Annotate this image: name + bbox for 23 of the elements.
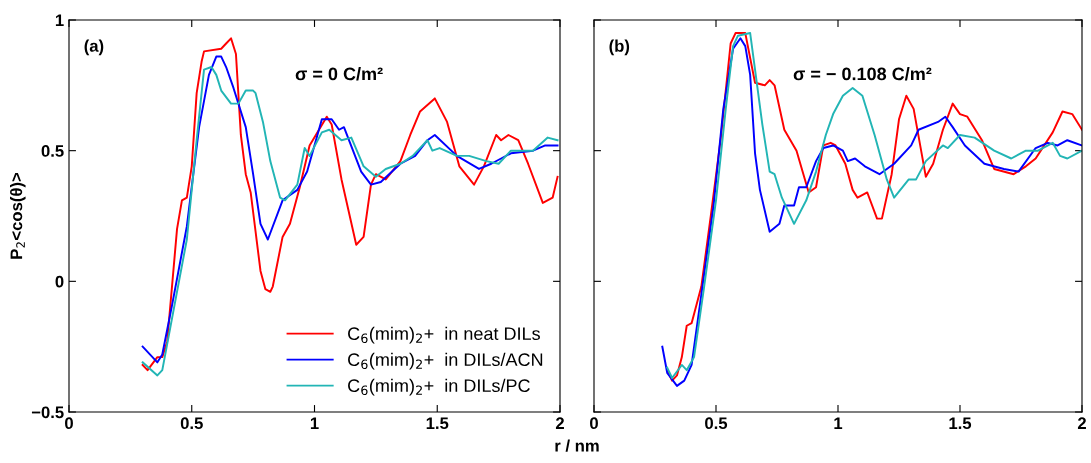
x-tick-label: 0 — [590, 417, 598, 430]
x-tick-label: 2 — [1077, 417, 1086, 429]
annotation: (a) — [84, 39, 104, 56]
x-tick-label: 1.5 — [949, 417, 972, 430]
y-tick-label: 0.5 — [41, 145, 64, 157]
y-tick-label: 0 — [55, 275, 64, 288]
y-axis-title: P$_{2}$<cos(θ)> — [10, 172, 26, 259]
annotation: (b) — [609, 39, 630, 56]
y-tick-label: −0.5 — [31, 406, 64, 419]
x-tick-label: 0.5 — [180, 417, 203, 430]
legend-label: C$_{6}$(mim)$_{2}$+ in DILs/ACN — [348, 352, 543, 370]
x-tick-label: 0 — [65, 417, 73, 430]
x-tick-label: 1 — [834, 417, 843, 429]
y-tick-label: 1 — [55, 14, 64, 27]
x-tick-label: 1.5 — [426, 417, 449, 430]
annotation: σ = − 0.108 C/m² — [793, 67, 932, 81]
legend-label: C$_{6}$(mim)$_{2}$+ in DILs/PC — [348, 378, 530, 396]
x-axis-title: r / nm — [555, 439, 599, 452]
x-tick-label: 2 — [555, 417, 564, 429]
x-tick-label: 0.5 — [705, 417, 728, 430]
annotation: σ = 0 C/m² — [295, 67, 383, 81]
x-tick-label: 1 — [310, 417, 319, 429]
legend-label: C$_{6}$(mim)$_{2}$+ in neat DILs — [348, 326, 540, 344]
